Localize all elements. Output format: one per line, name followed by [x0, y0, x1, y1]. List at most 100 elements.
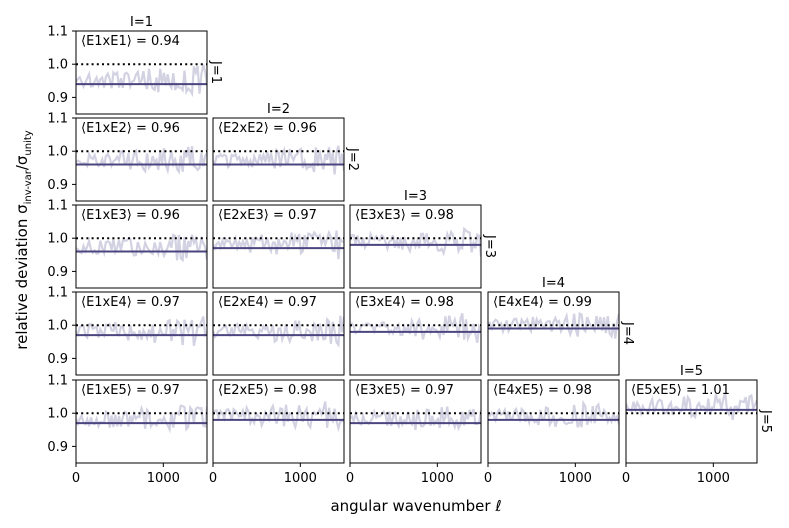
x-tick-label: 1000	[697, 471, 730, 486]
y-tick-label: 0.9	[47, 178, 68, 193]
panel-frame	[75, 379, 208, 464]
panel-frame	[349, 291, 482, 376]
noisy-deviation-line	[488, 311, 619, 340]
panel-E1xE5: ⟨E1xE5⟩ = 0.97 1.1 1.0 0.9 0 1000	[47, 374, 208, 486]
panel-frame	[75, 291, 208, 376]
panel-frame	[75, 30, 208, 115]
panel-frame	[487, 379, 620, 464]
noisy-deviation-line	[350, 313, 481, 344]
panel-average-label: ⟨E1xE2⟩ = 0.96	[81, 121, 180, 136]
row-title: J=3	[482, 234, 497, 258]
column-title: I=3	[404, 189, 427, 204]
row-title: J=2	[345, 147, 360, 171]
y-tick-label: 0.9	[47, 265, 68, 280]
column-title: I=2	[267, 102, 290, 117]
panel-average-label: ⟨E1xE5⟩ = 0.97	[81, 383, 180, 398]
panel-E4xE5: ⟨E4xE5⟩ = 0.98 0 1000	[484, 379, 620, 486]
y-tick-label: 0.9	[47, 91, 68, 106]
x-tick-label: 0	[484, 471, 492, 486]
panel-average-label: ⟨E3xE4⟩ = 0.98	[355, 295, 454, 310]
x-tick-label: 1000	[147, 471, 180, 486]
panel-E2xE2: ⟨E2xE2⟩ = 0.96 I=2 J=2	[212, 102, 360, 202]
panel-frame	[349, 379, 482, 464]
panels-layer: ⟨E1xE1⟩ = 0.94 1.1 1.0 0.9 I=1 J=1 ⟨E1xE2⟩ = 0…	[47, 15, 773, 486]
noisy-deviation-line	[76, 233, 207, 263]
row-title: J=4	[620, 321, 635, 345]
y-tick-label: 1.0	[47, 407, 68, 422]
panel-average-label: ⟨E1xE1⟩ = 0.94	[81, 34, 180, 49]
panel-frame	[75, 117, 208, 202]
panel-E4xE4: ⟨E4xE4⟩ = 0.99 I=4 J=4	[487, 276, 635, 376]
panel-average-label: ⟨E2xE2⟩ = 0.96	[218, 121, 317, 136]
panel-average-label: ⟨E2xE4⟩ = 0.97	[218, 295, 317, 310]
noisy-deviation-line	[350, 406, 481, 432]
column-title: I=1	[130, 15, 153, 30]
y-tick-label: 1.1	[47, 374, 68, 389]
x-tick-label: 0	[346, 471, 354, 486]
panel-average-label: ⟨E4xE5⟩ = 0.98	[493, 383, 592, 398]
panel-E3xE4: ⟨E3xE4⟩ = 0.98	[349, 291, 482, 376]
panel-frame	[349, 204, 482, 289]
y-tick-label: 1.0	[47, 145, 68, 160]
panel-frame	[75, 204, 208, 289]
noisy-deviation-line	[76, 145, 207, 175]
panel-E2xE5: ⟨E2xE5⟩ = 0.98 0 1000	[209, 379, 345, 486]
panel-average-label: ⟨E4xE4⟩ = 0.99	[493, 295, 592, 310]
y-axis-title: relative deviation σinv-var/σunity	[13, 130, 34, 350]
panel-E3xE5: ⟨E3xE5⟩ = 0.97 0 1000	[346, 379, 482, 486]
panel-E2xE3: ⟨E2xE3⟩ = 0.97	[212, 204, 345, 289]
panel-average-label: ⟨E2xE3⟩ = 0.97	[218, 208, 317, 223]
y-tick-label: 0.9	[47, 352, 68, 367]
panel-E5xE5: ⟨E5xE5⟩ = 1.01 0 1000 I=5 J=5	[622, 364, 773, 486]
panel-E2xE4: ⟨E2xE4⟩ = 0.97	[212, 291, 345, 376]
panel-frame	[487, 291, 620, 376]
panel-average-label: ⟨E5xE5⟩ = 1.01	[631, 383, 730, 398]
panel-E1xE2: ⟨E1xE2⟩ = 0.96 1.1 1.0 0.9	[47, 112, 208, 202]
row-title: J=1	[208, 60, 223, 84]
panel-average-label: ⟨E1xE3⟩ = 0.96	[81, 208, 180, 223]
panel-frame	[212, 204, 345, 289]
x-tick-label: 0	[209, 471, 217, 486]
x-tick-label: 1000	[284, 471, 317, 486]
x-tick-label: 1000	[559, 471, 592, 486]
y-tick-label: 1.1	[47, 112, 68, 127]
column-title: I=5	[680, 364, 703, 379]
panel-average-label: ⟨E2xE5⟩ = 0.98	[218, 383, 317, 398]
y-tick-label: 1.1	[47, 286, 68, 301]
panel-frame	[625, 379, 758, 464]
y-axis-title-sub: inv-var	[23, 169, 34, 204]
y-tick-label: 1.0	[47, 58, 68, 73]
noisy-deviation-line	[76, 64, 207, 98]
noisy-deviation-line	[626, 392, 757, 421]
noisy-deviation-line	[76, 404, 207, 434]
noisy-deviation-line	[213, 401, 344, 433]
x-tick-label: 1000	[421, 471, 454, 486]
y-tick-label: 1.1	[47, 25, 68, 40]
noisy-deviation-line	[350, 226, 481, 257]
panel-E1xE4: ⟨E1xE4⟩ = 0.97 1.1 1.0 0.9	[47, 286, 208, 376]
panel-frame	[212, 117, 345, 202]
panel-average-label: ⟨E3xE3⟩ = 0.98	[355, 208, 454, 223]
y-axis-title-sub2: unity	[23, 130, 34, 155]
panel-average-label: ⟨E3xE5⟩ = 0.97	[355, 383, 454, 398]
panel-frame	[212, 291, 345, 376]
panel-E1xE3: ⟨E1xE3⟩ = 0.96 1.1 1.0 0.9	[47, 199, 208, 289]
panel-E3xE3: ⟨E3xE3⟩ = 0.98 I=3 J=3	[349, 189, 497, 289]
panel-E1xE1: ⟨E1xE1⟩ = 0.94 1.1 1.0 0.9 I=1 J=1	[47, 15, 223, 115]
y-tick-label: 1.0	[47, 232, 68, 247]
x-tick-label: 0	[622, 471, 630, 486]
y-tick-label: 0.9	[47, 440, 68, 455]
noisy-deviation-line	[213, 145, 344, 175]
row-title: J=5	[758, 409, 773, 433]
panel-frame	[212, 379, 345, 464]
noisy-deviation-line	[213, 229, 344, 260]
y-axis-title-main: relative deviation σ	[13, 204, 31, 350]
noisy-deviation-line	[488, 399, 619, 428]
panel-average-label: ⟨E1xE4⟩ = 0.97	[81, 295, 180, 310]
x-tick-label: 0	[72, 471, 80, 486]
y-axis-title-sep: /σ	[13, 155, 31, 170]
noisy-deviation-line	[76, 316, 207, 347]
x-axis-title: angular wavenumber ℓ	[330, 497, 501, 515]
y-tick-label: 1.0	[47, 319, 68, 334]
